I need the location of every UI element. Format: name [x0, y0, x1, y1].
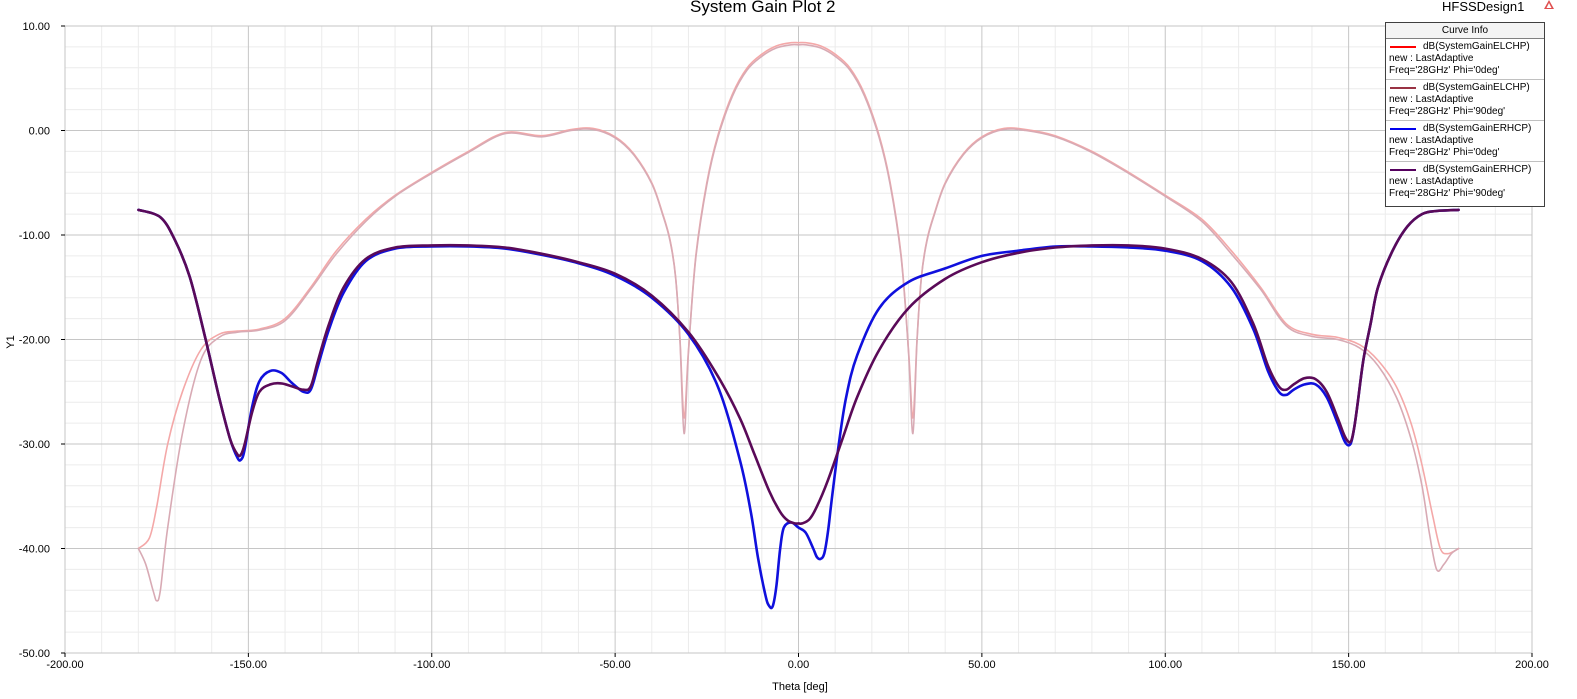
x-tick-label: -150.00: [230, 659, 267, 671]
y-axis-label: Y1: [5, 335, 17, 348]
y-tick-label: -10.00: [19, 230, 50, 242]
series-line-1: [137, 41, 1460, 555]
legend-sweep: Freq='28GHz' Phi='90deg': [1389, 188, 1506, 199]
y-tick-label: -40.00: [19, 544, 50, 556]
y-tick-label: -50.00: [19, 648, 50, 660]
plot-title: System Gain Plot 2: [690, 0, 836, 16]
y-tick-label: -30.00: [19, 439, 50, 451]
x-tick-label: 0.00: [788, 659, 809, 671]
legend-solution: new : LastAdaptive: [1389, 176, 1474, 187]
legend-entry[interactable]: dB(SystemGainELCHP) new : LastAdaptive F…: [1386, 39, 1544, 80]
series-line-3: [137, 208, 1460, 610]
design-name: HFSSDesign1: [1442, 0, 1525, 14]
x-tick-label: 50.00: [968, 659, 996, 671]
legend-solution: new : LastAdaptive: [1389, 53, 1474, 64]
y-tick-label: 0.00: [29, 126, 50, 138]
curves: [137, 41, 1460, 610]
x-tick-label: -50.00: [600, 659, 631, 671]
legend-swatch: [1390, 87, 1416, 89]
legend-swatch: [1390, 46, 1416, 48]
legend-solution: new : LastAdaptive: [1389, 135, 1474, 146]
legend-curve-name: dB(SystemGainERHCP): [1423, 164, 1532, 175]
legend-sweep: Freq='28GHz' Phi='90deg': [1389, 106, 1506, 117]
hfss-logo-icon: [1544, 0, 1554, 9]
legend-entry[interactable]: dB(SystemGainERHCP) new : LastAdaptive F…: [1386, 121, 1544, 162]
legend-entry[interactable]: dB(SystemGainERHCP) new : LastAdaptive F…: [1386, 162, 1544, 203]
series-line-4: [137, 208, 1460, 526]
legend-curve-name: dB(SystemGainELCHP): [1423, 41, 1530, 52]
legend-title: Curve Info: [1386, 23, 1544, 39]
y-tick-label: -20.00: [19, 335, 50, 347]
x-tick-label: 150.00: [1332, 659, 1366, 671]
legend-curve-name: dB(SystemGainERHCP): [1423, 123, 1532, 134]
x-tick-label: -100.00: [413, 659, 450, 671]
x-tick-label: -200.00: [46, 659, 83, 671]
x-axis-label: Theta [deg]: [772, 681, 828, 693]
legend-swatch: [1390, 169, 1416, 171]
y-axis-ticks: 10.00 0.00 -10.00 -20.00 -30.00 -40.00 -50.00: [19, 21, 65, 660]
legend-sweep: Freq='28GHz' Phi='0deg': [1389, 147, 1500, 158]
series-line-2: [137, 43, 1460, 602]
x-tick-label: 100.00: [1148, 659, 1182, 671]
legend-curve-name: dB(SystemGainELCHP): [1423, 82, 1530, 93]
legend-entry[interactable]: dB(SystemGainELCHP) new : LastAdaptive F…: [1386, 80, 1544, 121]
y-tick-label: 10.00: [22, 21, 50, 33]
legend-solution: new : LastAdaptive: [1389, 94, 1474, 105]
x-axis-ticks: -200.00 -150.00 -100.00 -50.00 0.00 50.00 100.…: [46, 653, 1549, 671]
curve-info-legend[interactable]: Curve Info dB(SystemGainELCHP) new : Las…: [1385, 22, 1545, 207]
legend-sweep: Freq='28GHz' Phi='0deg': [1389, 65, 1500, 76]
x-tick-label: 200.00: [1515, 659, 1549, 671]
legend-swatch: [1390, 128, 1416, 130]
